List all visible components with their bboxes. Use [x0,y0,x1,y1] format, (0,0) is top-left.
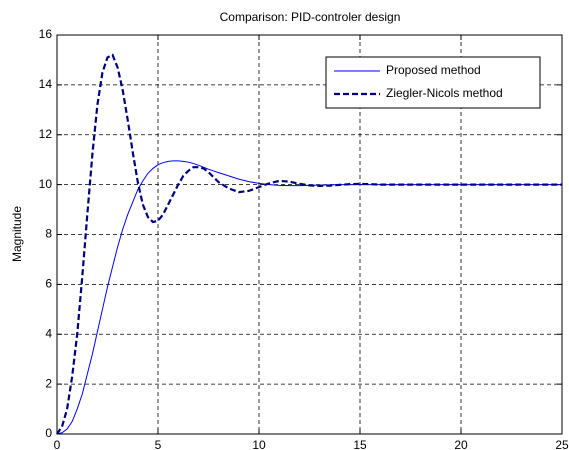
x-tick-label: 25 [555,438,569,450]
y-axis-label: Magnitude [10,206,24,262]
x-tick-label: 5 [155,438,162,450]
legend-label: Ziegler-Nicols method [386,86,503,100]
y-tick-label: 14 [39,77,53,91]
y-tick-label: 10 [39,177,53,191]
x-tick-label: 20 [454,438,468,450]
y-tick-label: 16 [39,27,53,41]
y-tick-label: 6 [45,277,52,291]
legend-box [325,56,541,109]
legend-label: Proposed method [386,63,481,77]
x-tick-label: 0 [54,438,61,450]
x-tick-label: 10 [252,438,266,450]
plot-frame [56,34,563,435]
y-tick-label: 8 [45,227,52,241]
y-tick-label: 2 [45,376,52,390]
chart-title: Comparison: PID-controler design [220,10,401,24]
x-tick-label: 15 [353,438,367,450]
y-tick-label: 12 [39,127,53,141]
series-line [56,53,562,435]
y-tick-label: 4 [45,326,52,340]
y-tick-label: 0 [45,426,52,440]
series-line [56,160,562,435]
